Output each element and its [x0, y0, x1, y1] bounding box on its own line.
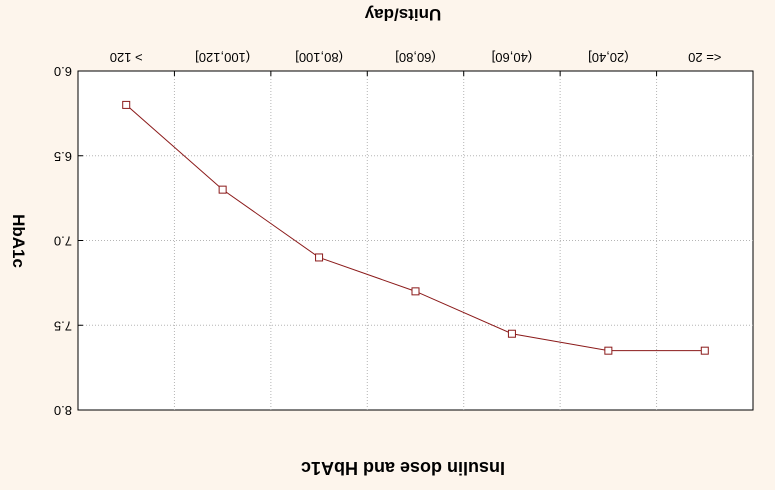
y-axis-title: HbA1c	[9, 214, 28, 268]
x-tick-label: (80,100]	[295, 50, 343, 65]
y-tick-label: 7.5	[54, 318, 72, 333]
x-tick-labels: <= 20 (20,40] (40,60] (60,80] (80,100] (100,1…	[110, 50, 722, 65]
data-point-marker	[218, 185, 227, 194]
y-tick-label: 6.5	[54, 149, 72, 164]
chart-title: Insulin dose and HbA1c	[301, 458, 505, 478]
x-tick-label: <= 20	[688, 50, 721, 65]
x-tick-label: (40,60]	[492, 50, 532, 65]
data-markers	[122, 100, 709, 355]
data-point-marker	[411, 287, 420, 296]
x-tick-label: > 120	[110, 50, 143, 65]
x-tick-label: (100,120]	[195, 50, 250, 65]
y-tick-label: 6.0	[54, 64, 72, 79]
data-point-marker	[700, 346, 709, 355]
data-point-marker	[507, 329, 516, 338]
data-point-marker	[604, 346, 613, 355]
grid-lines	[78, 71, 753, 410]
x-tick-label: (20,40]	[588, 50, 628, 65]
x-axis-title: Units/day	[364, 5, 441, 24]
y-tick-labels: 6.0 6.5 7.0 7.5 8.0	[54, 64, 72, 418]
plot-area	[77, 70, 754, 411]
x-tick-label: (60,80]	[395, 50, 435, 65]
data-point-marker	[315, 253, 324, 262]
y-tick-label: 8.0	[54, 403, 72, 418]
axis-ticks	[78, 70, 658, 411]
y-tick-label: 7.0	[54, 234, 72, 249]
data-point-marker	[122, 100, 131, 109]
